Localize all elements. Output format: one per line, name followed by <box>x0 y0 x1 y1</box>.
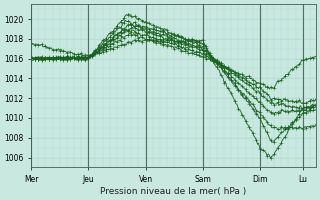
X-axis label: Pression niveau de la mer( hPa ): Pression niveau de la mer( hPa ) <box>100 187 247 196</box>
